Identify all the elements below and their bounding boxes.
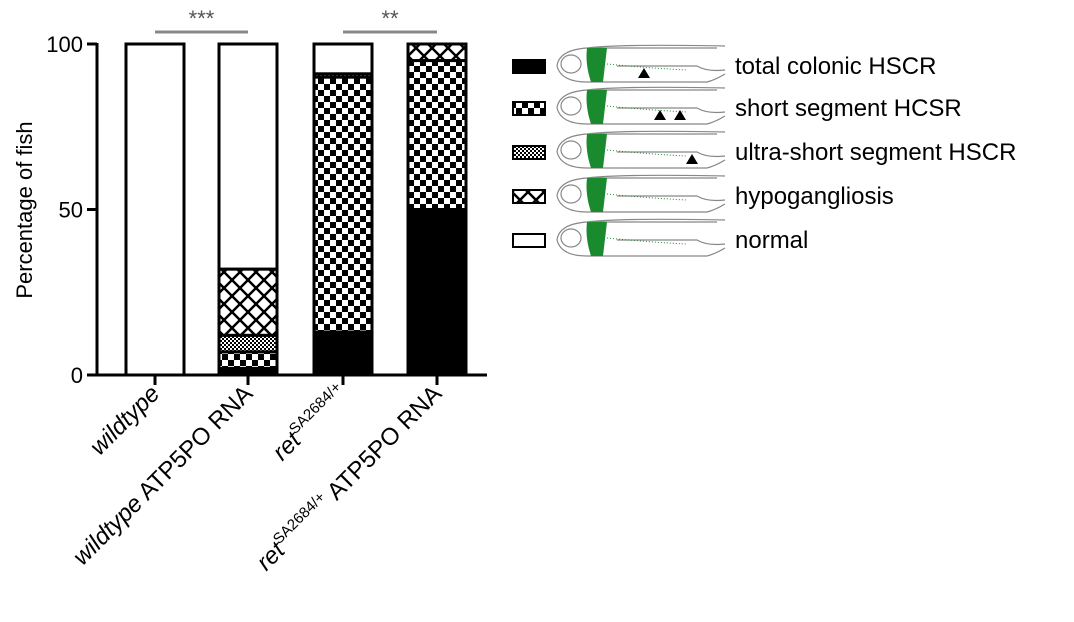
bar-segment <box>219 44 277 269</box>
legend-swatch <box>513 102 545 115</box>
x-tick-label-part: ATP5PO RNA <box>318 380 447 509</box>
y-tick-label: 50 <box>59 198 83 223</box>
y-tick-label: 100 <box>46 32 83 57</box>
bar-segment <box>408 44 466 61</box>
bar-segment <box>219 269 277 335</box>
significance-label: ** <box>381 6 399 31</box>
x-tick-label-part: SA2684/+ <box>286 379 345 438</box>
legend-arrow <box>674 110 686 120</box>
legend-arrow <box>638 68 650 78</box>
legend-swatch <box>513 60 545 73</box>
chart: Percentage of fish total colonic HSCR sho… <box>0 0 1074 617</box>
x-tick-label: retSA2684/+ ATP5PO RNA <box>250 379 447 576</box>
legend-fish <box>557 131 725 168</box>
x-tick-label: retSA2684/+ <box>266 379 353 466</box>
bar-segment <box>219 352 277 369</box>
legend-fish <box>557 175 725 212</box>
bar-segment <box>219 335 277 352</box>
bar-segment <box>126 44 184 375</box>
legend-label: normal <box>735 227 808 254</box>
x-tick-label-part: SA2684/+ <box>270 489 329 548</box>
legend-swatch <box>513 146 545 159</box>
bar-segment <box>408 61 466 210</box>
x-tick-label-part: wildtype <box>85 380 165 460</box>
significance-label: *** <box>189 6 215 31</box>
plot-area: Percentage of fish <box>12 121 37 298</box>
legend-arrow <box>654 110 666 120</box>
x-tick-label: wildtype ATP5PO RNA <box>68 380 258 570</box>
x-tick-label: wildtype <box>85 380 165 460</box>
x-tick-label-part: wildtype <box>68 490 148 570</box>
bar-segment <box>314 77 372 332</box>
bar-segment <box>314 332 372 375</box>
bar-segment <box>314 44 372 74</box>
legend-swatch <box>513 234 545 247</box>
bar-segment <box>408 210 466 376</box>
legend-swatch <box>513 190 545 203</box>
legend-label: short segment HCSR <box>735 95 962 122</box>
legend-fish <box>557 219 725 256</box>
legend-fish <box>557 87 725 124</box>
legend-label: ultra-short segment HSCR <box>735 139 1016 166</box>
y-axis-label: Percentage of fish <box>12 121 37 298</box>
legend-arrow <box>686 154 698 164</box>
legend-label: total colonic HSCR <box>735 53 936 80</box>
y-tick-label: 0 <box>71 363 83 388</box>
legend-label: hypogangliosis <box>735 183 894 210</box>
legend: total colonic HSCR short segment HCSR ultr… <box>513 45 1016 256</box>
